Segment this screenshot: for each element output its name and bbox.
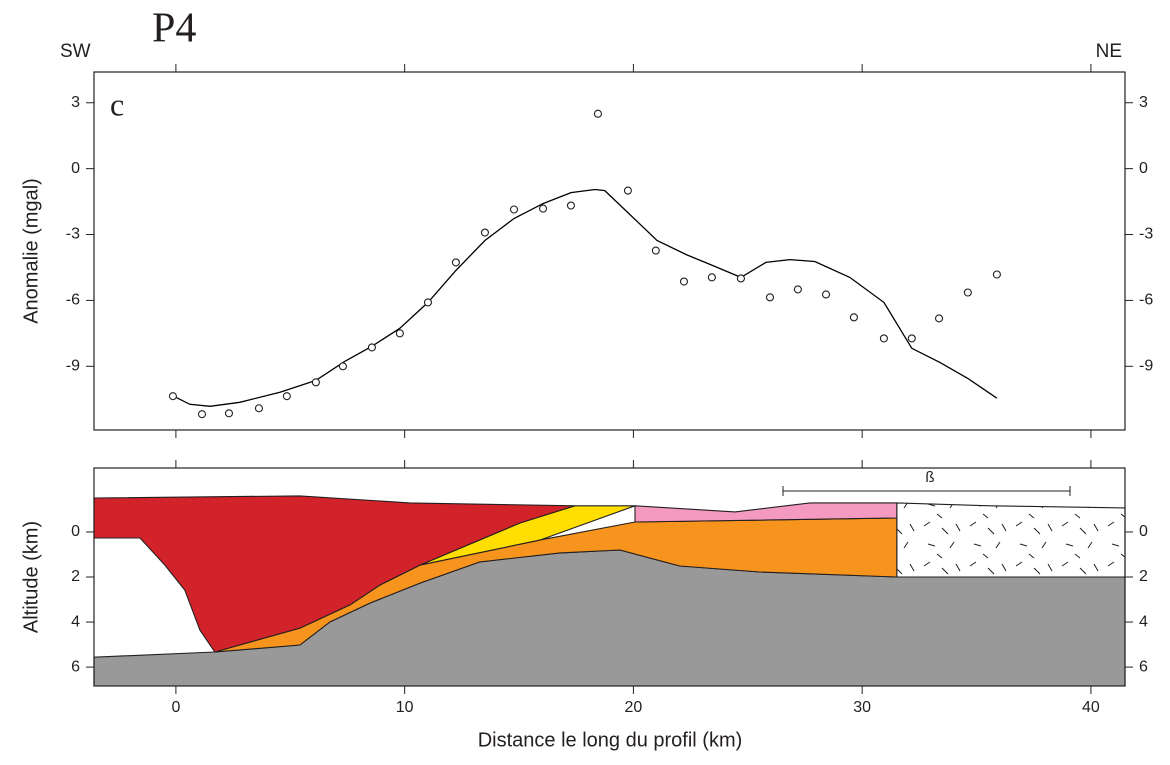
plot-frame	[93, 71, 1126, 431]
observed-point	[879, 334, 888, 343]
observed-point	[992, 270, 1001, 279]
observed-point	[311, 378, 320, 387]
observed-point	[593, 109, 602, 118]
observed-point	[480, 228, 489, 237]
y-tick-label: 0	[71, 523, 80, 540]
observed-point	[224, 409, 234, 418]
observed-point	[423, 298, 433, 307]
layer	[93, 495, 576, 653]
observed-point	[963, 288, 972, 297]
y-tick-label: 6	[1139, 658, 1148, 675]
observed-point	[793, 285, 802, 294]
y-tick-label: 0	[71, 160, 80, 177]
x-tick-label: 40	[1082, 699, 1100, 716]
observed-point	[197, 410, 207, 419]
observed-point	[282, 392, 291, 401]
observed-point	[451, 258, 460, 267]
x-axis-title: Distance le long du profil (km)	[478, 729, 743, 751]
observed-point	[736, 274, 745, 283]
y-tick-label: 6	[71, 658, 80, 675]
sw-label: SW	[60, 41, 91, 62]
observed-point	[907, 334, 916, 343]
layer	[634, 502, 898, 523]
y-axis-title: Anomalie (mgal)	[20, 178, 42, 324]
y-tick-label: -3	[1139, 226, 1153, 243]
ne-label: NE	[1096, 41, 1122, 62]
observed-point	[509, 205, 519, 214]
y-tick-label: -6	[66, 292, 80, 309]
annotation: ß	[925, 469, 934, 486]
observed-point	[566, 201, 576, 210]
panel-label: c	[110, 86, 124, 122]
y-tick-label: 2	[71, 568, 80, 585]
observed-point	[538, 204, 548, 213]
x-tick-label: 20	[625, 699, 643, 716]
y-tick-label: 4	[71, 613, 80, 630]
observed-point	[338, 362, 347, 371]
y-tick-label: 4	[1139, 613, 1148, 630]
y-tick-label: 0	[1139, 160, 1148, 177]
observed-point	[679, 277, 689, 286]
observed-point	[849, 313, 858, 322]
x-tick-label: 0	[171, 699, 180, 716]
observed-point	[254, 404, 263, 413]
layer	[896, 502, 1126, 578]
y-tick-label: -6	[1139, 292, 1153, 309]
y-tick-label: -3	[66, 226, 80, 243]
y-axis-title: Altitude (km)	[20, 521, 42, 633]
y-tick-label: 3	[1139, 94, 1148, 111]
observed-point	[395, 329, 404, 338]
observed-point	[367, 343, 376, 352]
observed-point	[821, 290, 831, 299]
observed-point	[168, 392, 177, 401]
y-tick-label: 0	[1139, 523, 1148, 540]
y-tick-label: 3	[71, 94, 80, 111]
observed-point	[651, 246, 660, 255]
y-tick-label: -9	[1139, 358, 1153, 375]
x-tick-label: 30	[853, 699, 871, 716]
y-tick-label: -9	[66, 358, 80, 375]
observed-point	[623, 186, 632, 195]
observed-point	[765, 293, 775, 302]
observed-point	[707, 273, 716, 282]
profile-label: P4	[152, 6, 196, 52]
observed-point	[934, 314, 944, 323]
y-tick-label: 2	[1139, 568, 1148, 585]
model-curve	[175, 188, 998, 407]
x-tick-label: 10	[396, 699, 414, 716]
